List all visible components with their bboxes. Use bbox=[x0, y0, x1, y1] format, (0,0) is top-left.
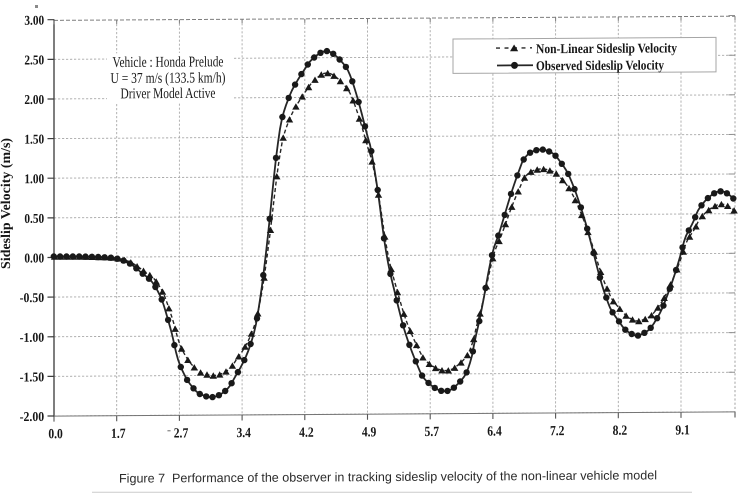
svg-text:8.2: 8.2 bbox=[613, 424, 628, 439]
svg-text:-0.50: -0.50 bbox=[20, 290, 45, 305]
svg-text:0.50: 0.50 bbox=[24, 211, 44, 226]
svg-text:Non-Linear Sideslip Velocity: Non-Linear Sideslip Velocity bbox=[536, 40, 677, 56]
svg-text:4.9: 4.9 bbox=[362, 425, 377, 440]
svg-text:2.7: 2.7 bbox=[174, 426, 189, 441]
svg-text:0.0: 0.0 bbox=[48, 427, 63, 442]
svg-text:5.7: 5.7 bbox=[425, 425, 440, 440]
svg-text:-2.00: -2.00 bbox=[20, 409, 45, 424]
svg-text:Observed Sideslip Velocity: Observed Sideslip Velocity bbox=[536, 57, 664, 73]
svg-text:1.00: 1.00 bbox=[24, 171, 44, 186]
svg-text:2.00: 2.00 bbox=[24, 92, 44, 107]
svg-text:-1.50: -1.50 bbox=[20, 369, 45, 384]
svg-text:Figure 7 Performance of the o: Figure 7 Performance of the observer in … bbox=[119, 468, 657, 485]
svg-text:0.00: 0.00 bbox=[24, 250, 44, 265]
svg-text:1.7: 1.7 bbox=[111, 427, 126, 442]
svg-text:3.00: 3.00 bbox=[24, 13, 44, 28]
svg-text:Driver Model Active: Driver Model Active bbox=[120, 86, 215, 103]
svg-text:Sideslip Velocity (m/s): Sideslip Velocity (m/s) bbox=[0, 138, 13, 269]
svg-text:9.1: 9.1 bbox=[675, 423, 690, 438]
svg-text:3.4: 3.4 bbox=[236, 426, 251, 441]
svg-text:6.4: 6.4 bbox=[487, 425, 502, 440]
svg-text:2.50: 2.50 bbox=[24, 52, 44, 67]
svg-text:-1.00: -1.00 bbox=[20, 330, 45, 345]
svg-text:-: - bbox=[167, 423, 171, 437]
svg-text:1.50: 1.50 bbox=[24, 132, 44, 147]
svg-text:7.2: 7.2 bbox=[550, 424, 565, 439]
svg-text:4.2: 4.2 bbox=[299, 426, 314, 441]
svg-text:Vehicle : Honda Prelude: Vehicle : Honda Prelude bbox=[112, 54, 223, 71]
svg-text:U = 37 m/s (133.5 km/h): U = 37 m/s (133.5 km/h) bbox=[110, 70, 225, 87]
